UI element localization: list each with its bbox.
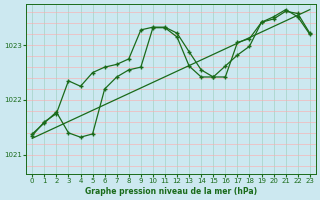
X-axis label: Graphe pression niveau de la mer (hPa): Graphe pression niveau de la mer (hPa) xyxy=(85,187,257,196)
